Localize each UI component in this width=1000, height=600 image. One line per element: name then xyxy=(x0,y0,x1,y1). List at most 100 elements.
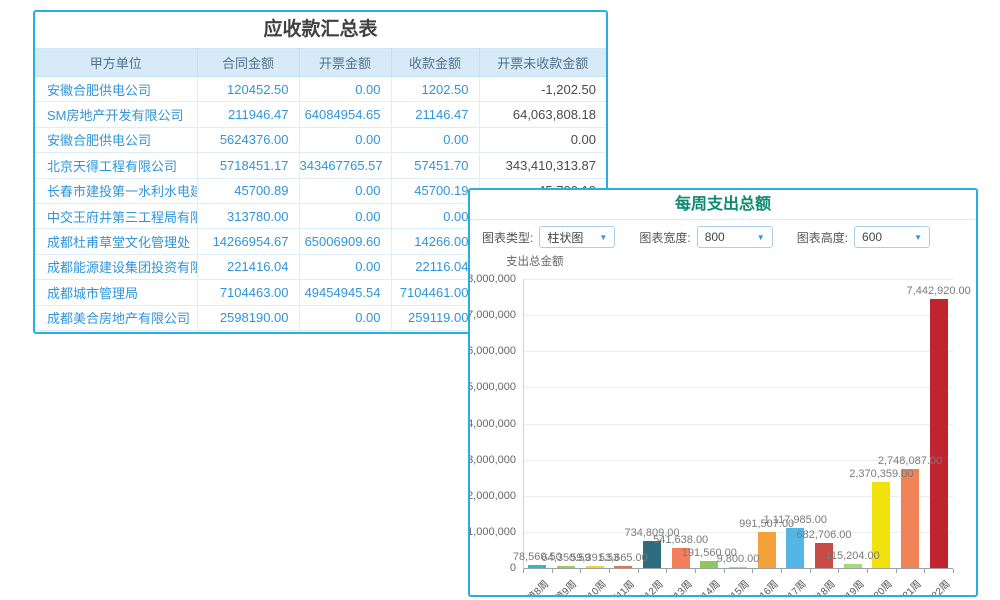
bar-chart: 支出总金额 0 1,000,000 2,000,000 3,000,000 4,000,… xyxy=(470,190,976,595)
amount-cell: 0.00 xyxy=(298,202,392,230)
amount-cell: 57451.70 xyxy=(390,152,480,179)
y-axis-line xyxy=(523,279,524,569)
bar-第10周[interactable] xyxy=(585,565,604,568)
x-axis-label: 第17周 xyxy=(779,578,809,597)
control-select-2[interactable]: 600 ▼ xyxy=(854,226,931,248)
amount-cell: 14266.00 xyxy=(390,228,480,255)
bar-value-label: 7,442,920.00 xyxy=(906,285,971,298)
amount-cell: 0.00 xyxy=(298,75,392,103)
gridline xyxy=(523,423,953,425)
gridline xyxy=(523,279,953,280)
bar-第8周[interactable] xyxy=(528,565,547,568)
client-name-cell: 中交王府井第三工程局有限公司 xyxy=(35,202,198,230)
bar-value-label: 1,117,985.00 xyxy=(763,513,828,526)
bar-第19周[interactable] xyxy=(843,563,862,568)
control-select-0[interactable]: 柱状图 ▼ xyxy=(539,226,616,248)
y-tick-label: 3,000,000 xyxy=(468,453,516,466)
bar-value-label: 64,350.59 xyxy=(541,551,591,564)
x-tick xyxy=(723,569,725,573)
x-tick xyxy=(551,569,553,573)
bar-第14周[interactable] xyxy=(700,561,719,568)
x-tick xyxy=(924,569,926,573)
chevron-down-icon: ▼ xyxy=(599,232,608,242)
amount-cell: 0.00 xyxy=(298,126,392,154)
table-row: 安徽合肥供电公司 120452.50 0.00 1202.50 -1,202.50 xyxy=(35,75,606,103)
x-tick xyxy=(609,569,610,573)
bar-第12周[interactable] xyxy=(643,541,661,568)
column-header-0: 甲方单位 xyxy=(35,48,198,77)
bar-第16周[interactable] xyxy=(757,532,776,568)
x-axis-label: 第18周 xyxy=(807,578,838,597)
table-row: 安徽合肥供电公司 5624376.00 0.00 0.00 0.00 xyxy=(35,126,606,154)
amount-cell: 7104461.00 xyxy=(390,279,480,306)
amount-cell: 313780.00 xyxy=(196,202,300,230)
x-axis-line xyxy=(523,568,953,569)
bar-第21周[interactable] xyxy=(901,468,919,568)
gridline xyxy=(523,351,953,353)
x-axis-label: 第15周 xyxy=(721,578,752,597)
amount-cell: 0.00 xyxy=(478,126,606,154)
x-tick xyxy=(695,569,696,573)
x-axis-label: 第12周 xyxy=(635,578,666,597)
y-axis-title: 支出总金额 xyxy=(506,256,564,268)
gridline xyxy=(523,387,953,389)
bar-第13周[interactable] xyxy=(671,548,690,568)
amount-cell: 21146.47 xyxy=(390,101,480,128)
control-label-1: 图表宽度: xyxy=(639,230,691,245)
amount-cell: 49454945.54 xyxy=(298,279,392,306)
x-tick xyxy=(809,569,811,573)
control-select-1[interactable]: 800 ▼ xyxy=(696,226,773,248)
x-tick xyxy=(867,569,868,573)
amount-cell: -1,202.50 xyxy=(478,75,606,103)
gridline xyxy=(523,531,953,533)
x-axis-label: 第20周 xyxy=(865,578,895,597)
client-name-cell: SM房地产开发有限公司 xyxy=(35,101,198,128)
x-tick xyxy=(781,569,782,573)
amount-cell: 0.00 xyxy=(298,253,392,281)
x-axis-label: 第14周 xyxy=(693,578,723,597)
bar-第22周[interactable] xyxy=(929,299,948,568)
select-value: 800 xyxy=(704,230,725,244)
column-header-4: 开票未收款金额 xyxy=(478,48,606,77)
x-axis-label: 第19周 xyxy=(836,578,867,597)
select-value: 600 xyxy=(862,230,883,244)
x-axis-label: 第9周 xyxy=(553,578,580,597)
bar-value-label: 541,638.00 xyxy=(653,534,709,547)
amount-cell: 45700.89 xyxy=(196,177,300,204)
select-value: 柱状图 xyxy=(547,230,584,245)
y-tick-label: 7,000,000 xyxy=(468,309,516,322)
bar-value-label: 2,370,359.00 xyxy=(849,468,914,481)
y-tick-label: 2,000,000 xyxy=(468,489,516,502)
amount-cell: 221416.04 xyxy=(196,253,300,281)
x-axis-label: 第8周 xyxy=(525,578,551,597)
gridline xyxy=(523,495,953,497)
amount-cell: 64084954.65 xyxy=(298,101,392,128)
bar-value-label: 53,665.00 xyxy=(598,552,648,565)
client-name-cell: 成都美合房地产有限公司 xyxy=(35,304,198,331)
x-tick xyxy=(895,569,897,573)
bar-第18周[interactable] xyxy=(815,543,833,568)
column-header-2: 开票金额 xyxy=(298,48,392,77)
amount-cell: 211946.47 xyxy=(196,101,300,128)
y-tick-label: 0 xyxy=(509,562,516,574)
amount-cell: 0.00 xyxy=(298,177,392,204)
x-axis-label: 第16周 xyxy=(750,578,781,597)
amount-cell: 2598190.00 xyxy=(196,304,300,331)
bar-第20周[interactable] xyxy=(872,482,891,568)
amount-cell: 0.00 xyxy=(298,304,392,331)
y-tick-label: 4,000,000 xyxy=(468,417,516,430)
chevron-down-icon: ▼ xyxy=(914,232,923,242)
amount-cell: 22116.04 xyxy=(390,253,480,281)
bar-value-label: 78,560.50 xyxy=(512,551,562,564)
client-name-cell: 安徽合肥供电公司 xyxy=(35,126,198,154)
client-name-cell: 成都能源建设集团投资有限公司 xyxy=(35,253,198,281)
x-tick xyxy=(953,569,954,573)
client-name-cell: 成都杜甫草堂文化管理处 xyxy=(35,228,198,255)
bar-第17周[interactable] xyxy=(786,527,805,568)
amount-cell: 5718451.17 xyxy=(196,152,300,179)
bar-第15周[interactable] xyxy=(729,567,747,568)
x-tick xyxy=(838,569,840,573)
control-label-2: 图表高度: xyxy=(796,230,849,245)
bar-第11周[interactable] xyxy=(614,566,633,568)
bar-第9周[interactable] xyxy=(557,565,575,568)
